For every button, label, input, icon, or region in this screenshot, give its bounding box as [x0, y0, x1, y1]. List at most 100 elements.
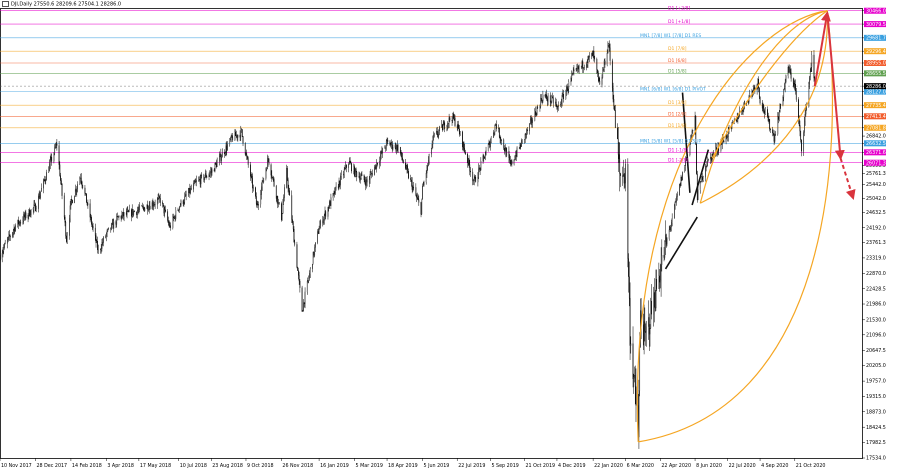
x-tick-label: 5 Sep 2019	[491, 463, 518, 469]
current-price-tag	[864, 83, 886, 90]
level-price-tag-label: 27081.8	[866, 125, 886, 131]
level-price-tag	[864, 34, 886, 41]
y-tick-label: 17982.5	[866, 440, 886, 446]
x-tick-label: 14 Feb 2018	[72, 463, 102, 469]
level-label: D1 [1/8]	[668, 123, 687, 129]
y-tick-label: 19757.0	[866, 379, 886, 385]
level-label: MN1 [7/8] W1 [7/8] D1 RES	[640, 33, 701, 39]
x-tick-label: 22 Jul 2019	[458, 463, 485, 469]
arc-small	[711, 10, 828, 159]
level-price-tag	[864, 149, 886, 156]
level-price-tag-label: 28655.5	[866, 71, 886, 77]
level-label: D1 [7/8]	[668, 46, 687, 52]
x-tick-label: 10 Jul 2018	[180, 463, 207, 469]
x-tick-label: 23 Aug 2018	[212, 463, 243, 469]
y-tick-label: 22428.5	[866, 286, 886, 292]
trend-line	[691, 149, 710, 206]
y-tick-label: 18873.0	[866, 409, 886, 415]
level-price-tag	[864, 70, 886, 77]
level-label: D1 [-1/8]	[668, 147, 688, 153]
x-tick-label: 5 Jun 2019	[424, 463, 450, 469]
date-axis: 10 Nov 2017 28 Dec 2017 14 Feb 2018 3 Apr 2…	[0, 458, 825, 469]
level-price-tag	[864, 124, 886, 131]
level-price-tag-label: 26371.6	[866, 150, 886, 156]
arc-outer-left	[636, 10, 828, 442]
level-price-tag-label: 27735.4	[866, 103, 886, 109]
y-tick-label: 17534.0	[866, 456, 886, 462]
level-price-tag	[864, 102, 886, 109]
level-label: D1 [+1/8]	[668, 19, 691, 25]
x-tick-label: 18 Apr 2019	[388, 463, 418, 469]
y-tick-label: 23319.0	[866, 256, 886, 262]
x-tick-label: 28 Dec 2017	[36, 463, 67, 469]
y-tick-label: 20205.0	[866, 363, 886, 369]
forecast-arrow	[826, 12, 845, 161]
y-tick-label: 26842.0	[866, 134, 886, 140]
x-tick-label: 6 Mar 2020	[627, 463, 654, 469]
level-price-tag	[864, 113, 886, 120]
x-tick-label: 10 Nov 2017	[1, 463, 32, 469]
x-tick-label: 21 Oct 2020	[796, 463, 826, 469]
chart-title-text: DJI,Daily 27550.6 28209.6 27504.1 28286.…	[11, 1, 122, 8]
y-tick-label: 21530.0	[866, 317, 886, 323]
level-price-tag-label: 28127.0	[866, 89, 886, 95]
level-price-tag-label: 26632.5	[866, 141, 886, 147]
level-price-tag-label: 30466.0	[866, 8, 886, 14]
y-tick-label: 24632.5	[866, 210, 886, 216]
level-price-tag-label: 29296.4	[866, 49, 886, 55]
arc-outer-right	[638, 10, 833, 443]
level-price-tag-label: 27413.4	[866, 114, 886, 120]
x-tick-label: 8 Jun 2020	[696, 463, 722, 469]
y-tick-label: 19315.0	[866, 394, 886, 400]
y-tick-label: 20647.5	[866, 348, 886, 354]
y-tick-label: 21096.0	[866, 332, 886, 338]
level-label: MN1 [6/8] W1 [6/8] D1 PIVOT	[640, 87, 706, 93]
level-label: D1 [5/8]	[668, 68, 687, 74]
y-tick-label: 25442.0	[866, 182, 886, 188]
level-label: D1 [+2/8]	[668, 6, 691, 12]
y-tick-label: 21986.0	[866, 302, 886, 308]
y-tick-label: 23761.3	[866, 240, 886, 246]
level-price-tag	[864, 21, 886, 28]
x-tick-label: 5 Mar 2019	[356, 463, 383, 469]
y-tick-label: 18424.5	[866, 425, 886, 431]
x-tick-label: 17 May 2018	[140, 463, 171, 469]
plot-frame	[0, 8, 863, 459]
level-price-tag	[864, 7, 886, 14]
level-price-tag-label: 30079.5	[866, 22, 886, 28]
level-label: D1 [2/8]	[668, 111, 687, 117]
x-tick-label: 22 Jul 2020	[729, 463, 756, 469]
level-price-tag	[864, 140, 886, 147]
x-tick-label: 21 Oct 2019	[525, 463, 555, 469]
y-tick-label: 25990.5	[866, 163, 886, 169]
y-tick-label: 25042.0	[866, 196, 886, 202]
level-price-tag	[864, 88, 886, 95]
level-label: D1 [-2/8]	[668, 158, 688, 164]
y-tick-label: 24192.0	[866, 225, 886, 231]
symbol-icon	[2, 1, 9, 7]
level-price-tag	[864, 48, 886, 55]
level-price-tag-label: 28955.0	[866, 61, 886, 67]
x-tick-label: 4 Dec 2019	[558, 463, 586, 469]
x-tick-label: 9 Oct 2018	[247, 463, 274, 469]
x-tick-label: 22 Jan 2020	[594, 463, 623, 469]
arc-inner-left	[699, 10, 828, 204]
x-tick-label: 4 Sep 2020	[761, 463, 788, 469]
trend-line	[681, 92, 691, 193]
current-price-tag-label: 28286.0	[866, 84, 886, 90]
level-price-tag	[864, 59, 886, 66]
level-price-tag-label: 29681.7	[866, 36, 886, 42]
forecast-arrow	[839, 157, 856, 200]
trend-line	[664, 216, 698, 270]
y-tick-label: 22870.0	[866, 271, 886, 277]
forecast-arrow	[813, 11, 831, 87]
y-tick-label: 25761.3	[866, 171, 886, 177]
chart-title: DJI,Daily 27550.6 28209.6 27504.1 28286.…	[2, 1, 121, 8]
x-tick-label: 16 Jan 2019	[320, 463, 349, 469]
level-price-tag-label: 26071.3	[866, 160, 886, 166]
x-tick-label: 22 Apr 2020	[661, 463, 691, 469]
level-price-tag	[864, 159, 886, 166]
level-label: D1 [3/8]	[668, 100, 687, 106]
